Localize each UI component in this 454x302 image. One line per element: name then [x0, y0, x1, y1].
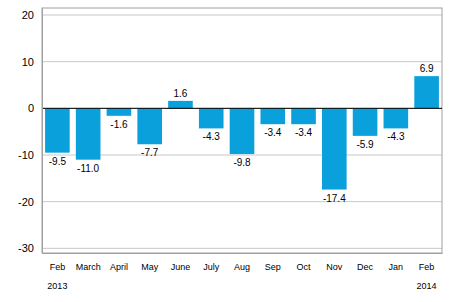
x-tick-label: March [76, 262, 101, 272]
x-tick-label: May [141, 262, 159, 272]
bar [45, 108, 70, 152]
x-axis: Feb March April May June July Aug Sep Oct Nov Dec J… [43, 253, 443, 272]
data-label: -4.3 [203, 131, 221, 142]
data-label: -9.5 [49, 156, 67, 167]
plot-frame [42, 8, 442, 253]
y-tick: -10 [18, 149, 42, 161]
x-tick-label: Aug [234, 262, 250, 272]
bar [76, 108, 101, 159]
x-tick-label: Oct [297, 262, 312, 272]
chart: -30 -20 -10 0 10 20 Feb March April May June July Au… [0, 0, 454, 302]
data-label: 1.6 [174, 88, 188, 99]
x-tick: March [76, 253, 101, 272]
x-tick: Nov [326, 253, 343, 272]
bar [137, 108, 162, 144]
bar [199, 108, 224, 128]
data-label: -9.8 [233, 157, 251, 168]
bar [414, 76, 439, 108]
grid-line [42, 15, 442, 16]
y-axis: -30 -20 -10 0 10 20 [18, 9, 42, 255]
y-tick: 20 [22, 9, 42, 21]
grid-line [42, 108, 442, 109]
x-tick-label: July [203, 262, 220, 272]
bar [353, 108, 378, 136]
x-tick: June [171, 253, 191, 272]
x-axis-line [43, 253, 443, 254]
x-tick: Feb [419, 253, 435, 272]
y-tick-label: 20 [22, 9, 34, 21]
x-tick-label: Feb [50, 262, 66, 272]
bar [322, 108, 347, 189]
data-label: -7.7 [141, 147, 159, 158]
annotations: 2013 2014 [47, 281, 436, 291]
data-label: -5.9 [356, 139, 374, 150]
x-tick: Oct [297, 253, 312, 272]
y-tick-label: 10 [22, 56, 34, 68]
bar [291, 108, 316, 124]
x-tick-label: Feb [419, 262, 435, 272]
data-label: -17.4 [323, 193, 346, 204]
y-tick: 10 [22, 56, 42, 68]
y-tick-label: -30 [18, 242, 34, 254]
x-tick: May [141, 253, 159, 272]
y-tick: -20 [18, 196, 42, 208]
grid-line [42, 155, 442, 156]
x-tick-label: Nov [326, 262, 343, 272]
x-tick-label: Dec [357, 262, 374, 272]
x-tick-label: June [171, 262, 191, 272]
data-label: -3.4 [264, 127, 282, 138]
bar [384, 108, 409, 128]
grid-line [42, 201, 442, 202]
bars [45, 76, 439, 189]
x-tick: April [110, 253, 128, 272]
y-tick: -30 [18, 242, 42, 254]
data-label: 6.9 [420, 63, 434, 74]
y-tick-label: -20 [18, 196, 34, 208]
y-tick-label: 0 [28, 102, 34, 114]
data-labels: -9.5 -11.0 -1.6 -7.7 1.6 -4.3 -9.8 -3.4 -3.4 -17.… [49, 63, 434, 203]
x-tick: July [203, 253, 220, 272]
year-label: 2013 [47, 281, 67, 291]
data-label: -4.3 [387, 131, 405, 142]
x-tick: Sep [265, 253, 281, 272]
grid [42, 15, 442, 248]
data-label: -1.6 [110, 119, 128, 130]
x-tick: Dec [357, 253, 374, 272]
x-tick: Jan [389, 253, 404, 272]
grid-line [42, 61, 442, 62]
year-label: 2014 [417, 281, 437, 291]
plot: -30 -20 -10 0 10 20 Feb March April May June July Au… [18, 8, 442, 291]
bar [260, 108, 285, 124]
zero-line [42, 108, 442, 109]
bar [230, 108, 255, 154]
x-tick-label: Jan [389, 262, 404, 272]
bar [107, 108, 132, 115]
data-label: -3.4 [295, 127, 313, 138]
y-axis-line [42, 9, 43, 254]
x-tick: Aug [234, 253, 250, 272]
x-tick-label: April [110, 262, 128, 272]
data-label: -11.0 [77, 163, 99, 174]
x-tick: Feb [50, 253, 66, 272]
x-tick-label: Sep [265, 262, 281, 272]
grid-line [42, 248, 442, 249]
y-tick-label: -10 [18, 149, 34, 161]
bar [168, 101, 193, 108]
y-tick: 0 [28, 102, 42, 114]
